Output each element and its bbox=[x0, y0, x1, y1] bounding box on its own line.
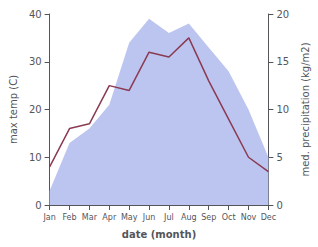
svg-text:date (month): date (month) bbox=[122, 229, 196, 240]
svg-text:Oct: Oct bbox=[222, 213, 236, 222]
svg-text:5: 5 bbox=[276, 152, 282, 163]
svg-text:Jan: Jan bbox=[42, 213, 55, 222]
svg-text:Sep: Sep bbox=[201, 213, 216, 222]
svg-text:Jun: Jun bbox=[142, 213, 156, 222]
svg-text:Aug: Aug bbox=[181, 213, 197, 222]
svg-text:20: 20 bbox=[276, 9, 289, 20]
svg-text:30: 30 bbox=[29, 56, 42, 67]
svg-text:20: 20 bbox=[29, 104, 42, 115]
svg-text:10: 10 bbox=[276, 104, 289, 115]
svg-text:med. precipitation (kg/m2): med. precipitation (kg/m2) bbox=[300, 42, 311, 176]
svg-text:Dec: Dec bbox=[261, 213, 276, 222]
svg-text:Feb: Feb bbox=[62, 213, 76, 222]
svg-text:Mar: Mar bbox=[82, 213, 98, 222]
svg-text:Jul: Jul bbox=[163, 213, 174, 222]
svg-text:15: 15 bbox=[276, 56, 289, 67]
svg-text:40: 40 bbox=[29, 9, 42, 20]
svg-text:max temp (C): max temp (C) bbox=[8, 75, 19, 144]
svg-text:May: May bbox=[121, 213, 138, 222]
svg-text:10: 10 bbox=[29, 152, 42, 163]
svg-text:0: 0 bbox=[276, 200, 282, 211]
svg-text:Apr: Apr bbox=[102, 213, 117, 222]
svg-text:0: 0 bbox=[35, 200, 41, 211]
svg-text:Nov: Nov bbox=[241, 213, 257, 222]
